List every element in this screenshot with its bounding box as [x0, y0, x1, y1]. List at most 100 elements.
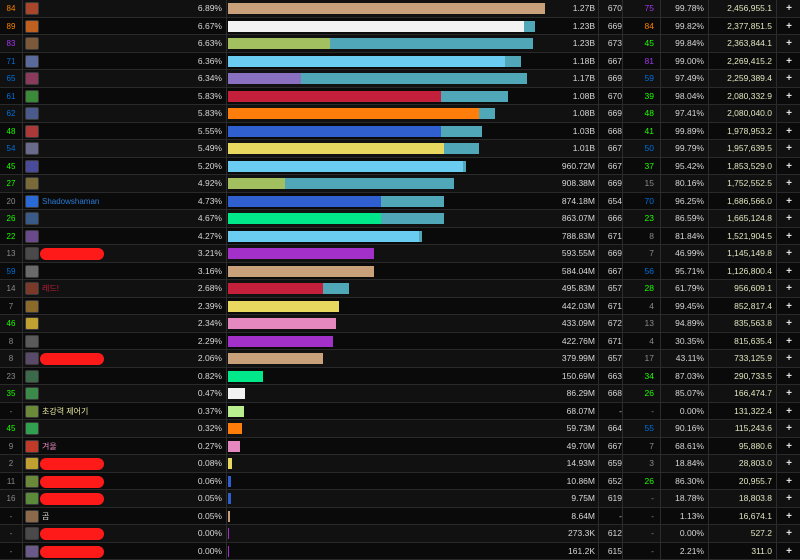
- expand-button[interactable]: +: [778, 228, 800, 245]
- expand-button[interactable]: +: [778, 0, 800, 17]
- expand-button[interactable]: +: [778, 473, 800, 490]
- player-name[interactable]: [42, 228, 182, 245]
- expand-button[interactable]: +: [778, 543, 800, 560]
- expand-button[interactable]: +: [778, 455, 800, 472]
- player-name[interactable]: [42, 263, 182, 280]
- player-name[interactable]: 레드!: [42, 280, 182, 297]
- rank-secondary: -: [624, 403, 660, 420]
- rank-secondary: 28: [624, 280, 660, 297]
- expand-button[interactable]: +: [778, 210, 800, 227]
- expand-button[interactable]: +: [778, 333, 800, 350]
- player-name[interactable]: 초강력 제어기: [42, 403, 182, 420]
- expand-button[interactable]: +: [778, 70, 800, 87]
- expand-button[interactable]: +: [778, 525, 800, 542]
- player-name[interactable]: 겨울: [42, 438, 182, 455]
- expand-button[interactable]: +: [778, 35, 800, 52]
- expand-button[interactable]: +: [778, 193, 800, 210]
- expand-button[interactable]: +: [778, 88, 800, 105]
- player-name[interactable]: [42, 0, 182, 17]
- expand-button[interactable]: +: [778, 420, 800, 437]
- expand-button[interactable]: +: [778, 350, 800, 367]
- player-name[interactable]: 곰: [42, 508, 182, 525]
- expand-button[interactable]: +: [778, 280, 800, 297]
- expand-button[interactable]: +: [778, 158, 800, 175]
- player-name[interactable]: [42, 18, 182, 35]
- expand-button[interactable]: +: [778, 298, 800, 315]
- expand-button[interactable]: +: [778, 18, 800, 35]
- expand-button[interactable]: +: [778, 105, 800, 122]
- damage-bar: [228, 476, 546, 487]
- player-name[interactable]: [42, 210, 182, 227]
- player-name[interactable]: [42, 298, 182, 315]
- expand-button[interactable]: +: [778, 385, 800, 402]
- player-name[interactable]: [42, 88, 182, 105]
- player-name[interactable]: [42, 105, 182, 122]
- player-name[interactable]: [42, 70, 182, 87]
- damage-bar: [228, 353, 546, 364]
- player-name[interactable]: [42, 140, 182, 157]
- class-spec-icon: [25, 72, 39, 85]
- dps-total: 95,880.6: [710, 438, 776, 455]
- player-name[interactable]: [42, 35, 182, 52]
- expand-button[interactable]: +: [778, 175, 800, 192]
- rank-secondary: 70: [624, 193, 660, 210]
- expand-button[interactable]: +: [778, 123, 800, 140]
- expand-button[interactable]: +: [778, 403, 800, 420]
- expand-button[interactable]: +: [778, 315, 800, 332]
- expand-button[interactable]: +: [778, 368, 800, 385]
- expand-button[interactable]: +: [778, 438, 800, 455]
- player-name[interactable]: [42, 385, 182, 402]
- player-name[interactable]: [42, 333, 182, 350]
- player-name[interactable]: [42, 315, 182, 332]
- player-name[interactable]: [42, 123, 182, 140]
- player-name[interactable]: [42, 158, 182, 175]
- expand-button[interactable]: +: [778, 490, 800, 507]
- expand-button[interactable]: +: [778, 263, 800, 280]
- expand-button[interactable]: +: [778, 245, 800, 262]
- percentile-value: 99.79%: [662, 140, 708, 157]
- player-name[interactable]: [42, 53, 182, 70]
- player-name[interactable]: [42, 368, 182, 385]
- dps-total: 2,363,844.1: [710, 35, 776, 52]
- damage-bar-fill: [228, 178, 285, 189]
- player-name[interactable]: Shadowshaman: [42, 193, 182, 210]
- expand-button[interactable]: +: [778, 508, 800, 525]
- expand-button[interactable]: +: [778, 140, 800, 157]
- player-name[interactable]: [42, 175, 182, 192]
- damage-percent: 2.68%: [182, 280, 224, 297]
- expand-button[interactable]: +: [778, 53, 800, 70]
- player-name[interactable]: [42, 420, 182, 437]
